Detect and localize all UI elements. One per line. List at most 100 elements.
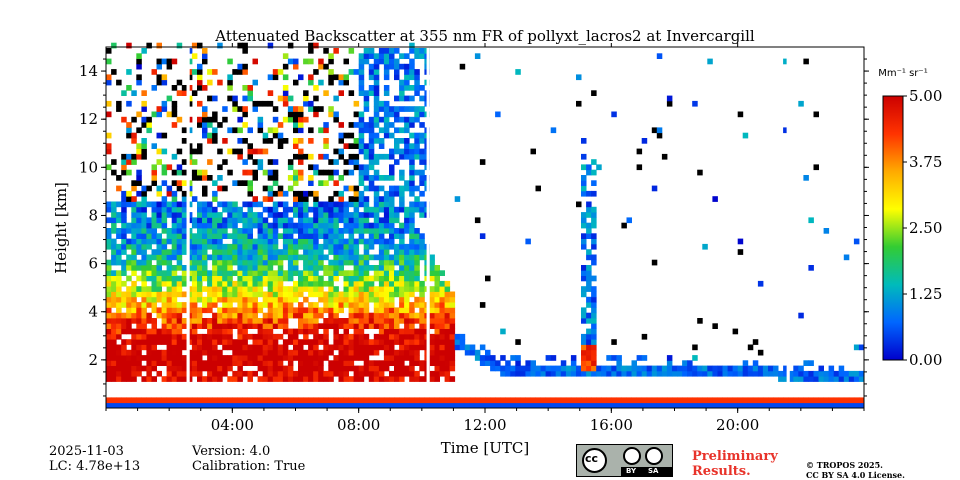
- heatmap-cell: [242, 249, 248, 255]
- heatmap-cell: [126, 339, 132, 345]
- heatmap-cell: [409, 122, 415, 128]
- heatmap-cell: [353, 153, 360, 160]
- heatmap-cell: [298, 302, 304, 308]
- heatmap-cell: [171, 291, 178, 298]
- heatmap-cell: [141, 238, 147, 245]
- heatmap-cell: [318, 58, 324, 65]
- heatmap-cell: [803, 58, 809, 65]
- heatmap-cell: [176, 275, 183, 282]
- heatmap-cell: [116, 312, 122, 319]
- heatmap-cell: [737, 370, 744, 377]
- heatmap-cell: [272, 132, 279, 139]
- heatmap-cell: [373, 296, 380, 303]
- heatmap-cell: [202, 212, 208, 218]
- heatmap-cell: [126, 397, 132, 404]
- heatmap-cell: [409, 58, 415, 65]
- heatmap-cell: [202, 48, 208, 54]
- heatmap-cell: [207, 206, 213, 213]
- heatmap-cell: [237, 116, 243, 123]
- heatmap-cell: [373, 228, 380, 234]
- heatmap-cell: [267, 307, 274, 314]
- heatmap-cell: [449, 397, 456, 404]
- heatmap-cell: [394, 376, 400, 382]
- heatmap-cell: [495, 402, 501, 409]
- heatmap-cell: [404, 312, 410, 319]
- heatmap-cell: [343, 333, 349, 340]
- heatmap-cell: [383, 402, 390, 409]
- heatmap-cell: [308, 106, 314, 112]
- heatmap-cell: [813, 164, 819, 171]
- heatmap-cell: [247, 402, 253, 409]
- heatmap-cell: [116, 302, 122, 308]
- heatmap-cell: [151, 296, 157, 303]
- heatmap-cell: [298, 286, 304, 292]
- heatmap-cell: [131, 376, 137, 382]
- heatmap-cell: [197, 238, 203, 245]
- heatmap-cell: [636, 365, 643, 372]
- heatmap-cell: [318, 249, 324, 255]
- heatmap-cell: [429, 296, 435, 303]
- heatmap-cell: [479, 233, 486, 239]
- heatmap-cell: [323, 318, 329, 324]
- heatmap-cell: [116, 233, 122, 239]
- heatmap-cell: [308, 376, 314, 382]
- heatmap-cell: [798, 376, 804, 382]
- heatmap-cell: [581, 355, 587, 361]
- heatmap-cell: [399, 243, 405, 250]
- heatmap-cell: [308, 206, 314, 213]
- heatmap-cell: [141, 201, 147, 208]
- heatmap-cell: [257, 328, 264, 335]
- heatmap-cell: [424, 402, 430, 409]
- colorbar-tick-label-3: 3.75: [909, 153, 942, 171]
- heatmap-cell: [161, 296, 168, 303]
- heatmap-cell: [293, 238, 299, 245]
- heatmap-cell: [106, 233, 112, 239]
- heatmap-cell: [697, 169, 703, 176]
- heatmap-cell: [333, 296, 339, 303]
- heatmap-cell: [328, 376, 334, 382]
- heatmap-cell: [788, 397, 794, 404]
- heatmap-cell: [358, 307, 365, 314]
- heatmap-cell: [116, 275, 122, 282]
- heatmap-cell: [298, 127, 304, 134]
- heatmap-cell: [363, 90, 370, 96]
- heatmap-cell: [444, 312, 451, 319]
- heatmap-cell: [161, 402, 168, 409]
- heatmap-cell: [277, 132, 284, 139]
- heatmap-cell: [343, 402, 349, 409]
- heatmap-cell: [171, 196, 178, 202]
- heatmap-cell: [277, 185, 284, 192]
- heatmap-cell: [293, 190, 299, 197]
- heatmap-cell: [485, 402, 491, 409]
- heatmap-cell: [293, 243, 299, 250]
- heatmap-cell: [348, 185, 355, 192]
- heatmap-cell: [596, 397, 602, 404]
- heatmap-cell: [378, 238, 385, 245]
- heatmap-cell: [313, 349, 319, 356]
- heatmap-cell: [212, 280, 218, 287]
- heatmap-cell: [106, 132, 112, 139]
- heatmap-cell: [121, 296, 127, 303]
- heatmap-cell: [141, 307, 147, 314]
- heatmap-cell: [262, 376, 269, 382]
- heatmap-cell: [136, 79, 142, 86]
- heatmap-cell: [313, 169, 319, 176]
- heatmap-cell: [257, 265, 264, 271]
- heatmap-cell: [591, 318, 597, 324]
- heatmap-cell: [298, 116, 304, 123]
- heatmap-cell: [409, 212, 415, 218]
- heatmap-cell: [389, 201, 395, 208]
- heatmap-cell: [171, 328, 178, 335]
- heatmap-cell: [535, 397, 541, 404]
- heatmap-cell: [409, 164, 415, 171]
- heatmap-cell: [843, 254, 850, 261]
- heatmap-cell: [409, 365, 415, 372]
- heatmap-cell: [353, 291, 360, 298]
- heatmap-cell: [409, 370, 415, 377]
- heatmap-cell: [328, 217, 334, 224]
- heatmap-cell: [146, 127, 152, 134]
- heatmap-cell: [111, 270, 117, 276]
- heatmap-cell: [404, 344, 410, 351]
- heatmap-cell: [247, 323, 253, 329]
- heatmap-cell: [106, 370, 112, 377]
